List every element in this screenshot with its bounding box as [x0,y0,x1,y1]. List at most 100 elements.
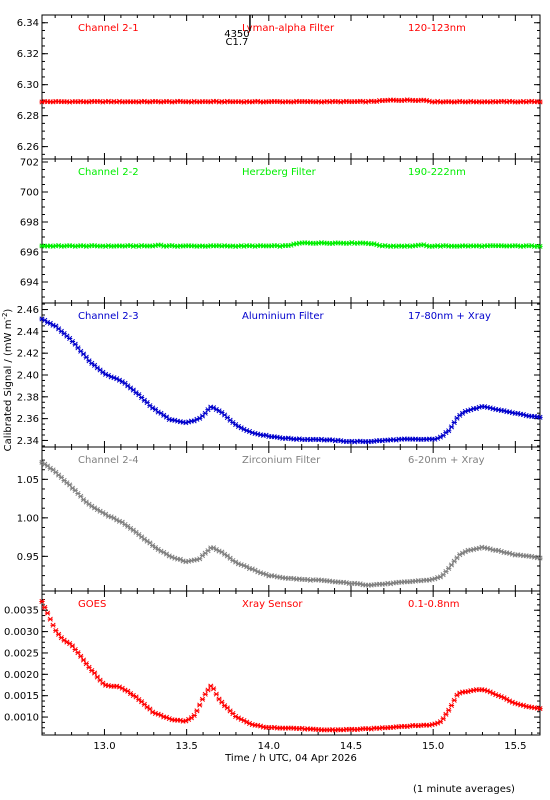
data-point [446,428,452,434]
panels-group: 6.26 6.28 6.30 6.32 6.34 Channel 2-1 Lyman-alp… [4,14,543,736]
x-tick-label: 15.5 [504,741,526,752]
data-point [89,360,95,366]
y-tick-label: 6.32 [17,49,39,60]
data-point [440,716,446,722]
series-1 [39,97,543,105]
band-label: 6-20nm + Xray [408,455,485,466]
y-tick-label: 6.30 [17,80,39,91]
data-point [205,687,211,693]
channel-label: GOES [78,599,106,610]
y-tick-label: 6.34 [17,18,39,29]
x-axis-title: Time / h UTC, 04 Apr 2026 [224,753,357,764]
data-point [448,702,455,709]
y-tick-label: 696 [20,248,39,259]
data-point [194,708,200,714]
series-4 [39,459,543,588]
panel-2: 694 696 698 700 702 Channel 2-2 Herzberg Filte… [20,158,543,304]
data-point [537,99,543,105]
y-tick-label: 2.44 [17,327,39,338]
data-point [55,631,62,637]
y-tick-label: 0.0020 [4,670,39,681]
y-tick-label: 0.0030 [4,627,39,638]
band-label: 17-80nm + Xray [408,311,491,322]
filter-label: Aluminium Filter [242,311,325,322]
data-point [69,643,76,649]
data-point [191,712,197,719]
y-tick-label: 2.38 [17,392,39,403]
y-tick-label: 1.05 [17,475,39,486]
y-tick-label: 2.46 [17,305,39,316]
panel-frame [41,302,541,448]
filter-label: Zirconium Filter [242,455,321,466]
flare-marker: 4350 C1.7 [224,15,251,48]
y-tick-label: 2.36 [17,414,39,425]
y-tick-label: 2.40 [17,371,39,382]
data-point [72,341,78,347]
data-point [80,657,87,663]
channel-label: Channel 2-4 [78,455,139,466]
data-point [454,555,460,561]
y-tick-label: 0.0010 [4,713,39,724]
data-point [210,686,217,692]
y-tick-label: 702 [20,158,39,169]
series-3 [39,316,543,445]
data-point [83,661,89,667]
y-tick-label: 700 [20,188,39,199]
channel-label: Channel 2-2 [78,167,139,178]
data-point [451,558,457,564]
data-point [91,670,98,676]
filter-label: Lyman-alpha Filter [242,23,335,34]
y-tick-label: 0.0035 [4,606,39,617]
data-point [202,691,208,697]
data-point [127,385,134,391]
data-point [86,501,92,507]
data-point [125,523,131,529]
data-point [78,653,84,659]
data-point [451,697,457,703]
band-label: 120-123nm [408,23,466,34]
data-point [213,691,219,697]
x-tick-label: 13.0 [93,741,115,752]
x-tick-label: 14.0 [258,741,280,752]
data-point [448,424,455,430]
data-point [86,664,92,670]
y-tick-label: 694 [20,278,39,289]
y-axis-title: Calibrated Signal / (mW m-2) [1,309,14,452]
series-2 [39,240,543,249]
x-tick-label: 14.5 [340,741,362,752]
filter-label: Herzberg Filter [242,167,317,178]
data-point [202,410,208,416]
data-point [537,243,543,249]
data-point [100,680,106,686]
band-label: 0.1-0.8nm [408,599,460,610]
data-point [537,414,543,420]
panel-1: 6.26 6.28 6.30 6.32 6.34 Channel 2-1 Lyman-alp… [17,14,543,160]
data-point [42,604,48,610]
y-tick-label: 6.26 [17,142,39,153]
y-tick-label: 2.34 [17,436,39,447]
data-point [448,562,455,568]
data-point [80,351,87,357]
x-tick-label: 15.0 [422,741,444,752]
y-tick-label: 0.0025 [4,648,39,659]
panel-frame [41,14,541,160]
x-tick-label: 13.5 [176,741,198,752]
panel-4: 0.95 1.00 1.05 Channel 2-4 Zirconium Filter 6… [17,446,543,592]
data-point [446,707,452,713]
data-point [443,569,449,575]
data-point [537,706,543,712]
y-tick-label: 0.0015 [4,691,39,702]
x-axis: 13.0 13.5 14.0 14.5 15.0 15.5 [93,741,526,752]
y-tick-label: 1.00 [17,513,39,524]
filter-label: Xray Sensor [242,599,303,610]
data-point [50,622,56,628]
y-tick-label: 2.42 [17,349,39,360]
series-5 [39,598,543,733]
data-point [39,598,45,605]
flare-time-label: 4350 [224,29,249,40]
band-label: 190-222nm [408,167,466,178]
flare-class-label: C1.7 [225,37,248,48]
y-tick-label: 6.28 [17,111,39,122]
data-point [219,699,225,705]
